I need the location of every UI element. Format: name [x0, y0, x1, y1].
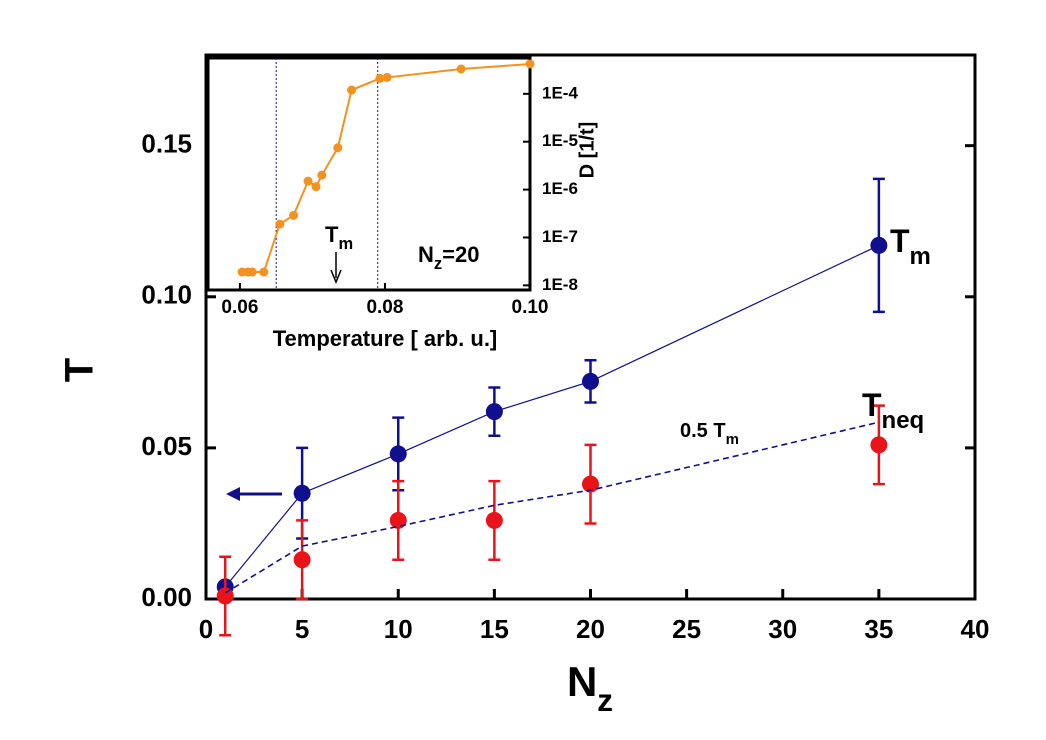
x-axis-label: Nz [567, 658, 613, 718]
data-point [582, 372, 599, 390]
x-tick-label: 15 [480, 614, 509, 644]
series-line [224, 421, 880, 594]
axis-arrow-head [226, 487, 240, 501]
inset-x-axis-label: Temperature [ arb. u.] [273, 326, 498, 351]
x-tick-label: 25 [672, 614, 701, 644]
series-label: 0.5 Tm [680, 420, 739, 448]
x-tick-label: 0 [199, 614, 213, 644]
inset-point [375, 73, 385, 83]
inset-y-tick-label: 1E-4 [542, 83, 578, 102]
y-tick-label: 0.05 [141, 431, 192, 461]
inset-y-tick-label: 1E-7 [542, 227, 578, 246]
inset-point [303, 176, 313, 186]
inset-point [333, 143, 343, 153]
annotation-arrow [330, 252, 342, 284]
inset-x-tick-label: 0.08 [366, 297, 403, 318]
series-label: Tneq [862, 387, 924, 433]
series-label: Tm [890, 223, 931, 269]
inset-y-tick-label: 1E-5 [542, 131, 578, 150]
y-tick-label: 0.10 [141, 280, 192, 310]
inset-point [275, 219, 285, 229]
x-tick-label: 10 [384, 614, 413, 644]
x-tick-label: 20 [576, 614, 605, 644]
inset-point [289, 210, 299, 220]
data-point [293, 551, 311, 569]
y-axis-label: T [58, 358, 102, 382]
data-point [485, 403, 503, 421]
data-point [485, 511, 503, 529]
x-tick-label: 40 [961, 614, 990, 644]
inset-point [311, 182, 321, 192]
series-line [224, 244, 880, 588]
inset-annotation: Tm [325, 222, 353, 254]
inset-label: Nz=20 [418, 242, 479, 274]
inset-y-axis-label: D [1/t] [576, 122, 598, 179]
x-tick-label: 35 [864, 614, 893, 644]
inset-point [525, 59, 535, 69]
inset-x-tick-label: 0.10 [512, 297, 549, 318]
inset-y-tick-label: 1E-8 [542, 275, 578, 294]
inset-frame [206, 56, 532, 292]
inset-point [382, 72, 392, 82]
inset-y-tick-label: 1E-6 [542, 179, 578, 198]
data-point [870, 436, 888, 454]
inset-point [259, 267, 269, 277]
y-tick-label: 0.00 [141, 582, 192, 612]
inset-point [317, 170, 327, 180]
inset-point [456, 64, 466, 74]
data-point [216, 587, 234, 605]
inset-point [247, 267, 257, 277]
x-tick-label: 30 [768, 614, 797, 644]
inset-point [347, 85, 357, 95]
y-tick-label: 0.15 [141, 129, 192, 159]
data-point [870, 236, 888, 254]
x-tick-label: 5 [295, 614, 309, 644]
data-point [389, 511, 407, 529]
data-point [389, 445, 407, 463]
inset-x-tick-label: 0.06 [221, 297, 258, 318]
data-point [582, 475, 599, 493]
data-point [293, 484, 311, 502]
